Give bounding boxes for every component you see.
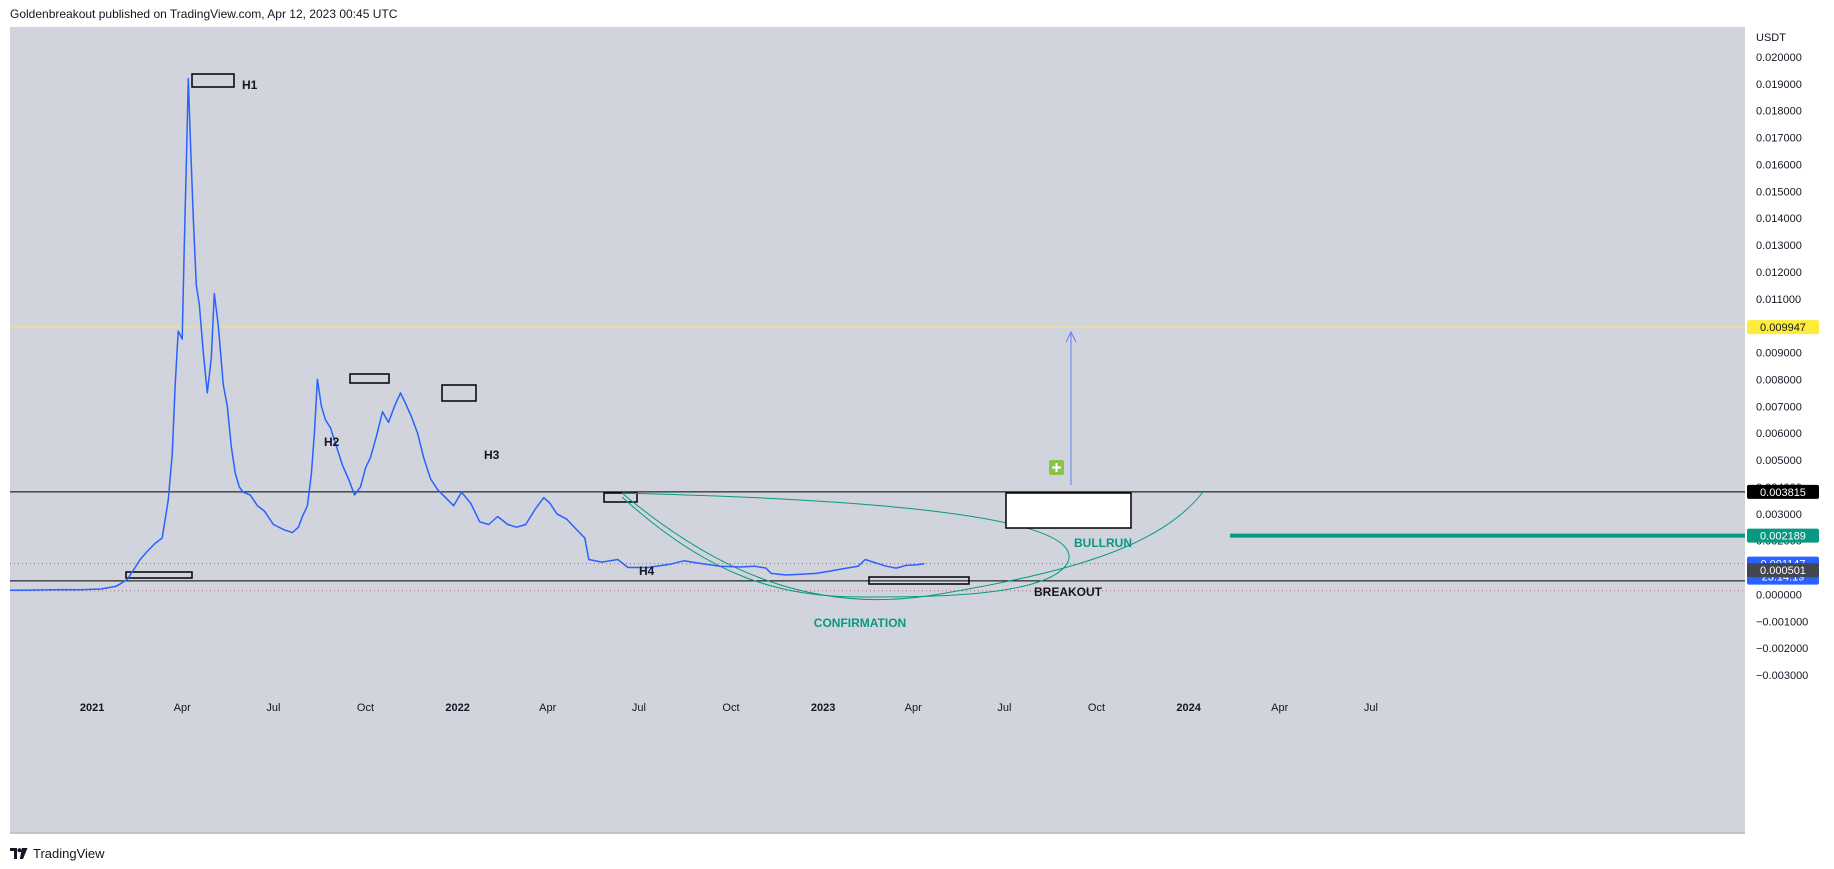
price-tick-label: 0.007000 (1756, 401, 1802, 413)
price-tick-label: 0.000000 (1756, 589, 1802, 601)
price-tick-label: 0.011000 (1756, 294, 1801, 306)
badge-resistance-bg (1747, 484, 1819, 499)
time-tick-label: Jul (632, 702, 646, 714)
tradingview-brand: TradingView (33, 845, 105, 861)
price-tick-label: −0.001000 (1756, 616, 1808, 628)
time-tick-label: 2021 (80, 702, 104, 714)
bullrun-arrow-head (1065, 330, 1077, 343)
base-box (125, 571, 193, 579)
price-chart[interactable]: H1 H2 H3 H4 CONFIRMATION BREAKOUT BULLRUN USDT… (10, 27, 1834, 834)
badge-yellow-level-bg (1747, 320, 1819, 335)
plot-background[interactable] (10, 27, 1745, 834)
currency-label: USDT (1756, 32, 1786, 44)
cup-curve (621, 491, 1204, 601)
confirmation-ellipse (621, 492, 1070, 598)
price-tick-label: 0.019000 (1756, 79, 1802, 91)
price-axis-badges: 0.0099470.0038150.0021890.00114723:14:19… (1747, 320, 1819, 585)
h4-box (603, 492, 638, 503)
time-tick-label: 2023 (811, 702, 835, 714)
time-tick-label: Apr (174, 702, 191, 714)
time-tick-label: Apr (905, 702, 922, 714)
tradingview-footer[interactable]: TradingView (10, 845, 105, 861)
time-tick-label: 2024 (1176, 702, 1201, 714)
price-tick-label: 0.009000 (1756, 348, 1802, 360)
h1-box (191, 73, 235, 88)
time-tick-label: Jul (997, 702, 1011, 714)
horizontal-levels (10, 326, 1745, 592)
bottom-box (868, 576, 970, 585)
badge-yellow-level: 0.009947 (1760, 322, 1806, 334)
price-axis-background[interactable] (1745, 27, 1834, 834)
label-breakout: BREAKOUT (1034, 585, 1103, 599)
price-tick-label: 0.006000 (1756, 428, 1802, 440)
price-tick-label: −0.003000 (1756, 670, 1808, 682)
time-tick-label: Jul (1364, 702, 1378, 714)
time-tick-label: Oct (722, 702, 739, 714)
price-tick-label: 0.016000 (1756, 159, 1802, 171)
time-tick-label: 2022 (445, 702, 469, 714)
price-tick-label: 0.003000 (1756, 509, 1802, 521)
label-h1: H1 (242, 78, 258, 92)
label-bullrun: BULLRUN (1074, 536, 1132, 550)
badge-support: 0.000501 (1760, 565, 1806, 577)
h2-box (349, 373, 390, 384)
label-h2: H2 (324, 435, 340, 449)
price-tick-label: 0.018000 (1756, 106, 1802, 118)
price-tick-label: 0.005000 (1756, 455, 1802, 467)
annotation-drawings (125, 73, 1204, 601)
price-tick-label: 0.015000 (1756, 186, 1802, 198)
breakout-box (1005, 492, 1132, 529)
price-tick-label: 0.008000 (1756, 374, 1802, 386)
badge-resistance: 0.003815 (1760, 487, 1806, 499)
price-tick-label: 0.014000 (1756, 213, 1802, 225)
tradingview-logo-icon (10, 847, 28, 859)
label-h3: H3 (484, 448, 500, 462)
price-line-series[interactable] (10, 77, 925, 592)
time-tick-label: Apr (1271, 702, 1288, 714)
time-tick-label: Apr (539, 702, 556, 714)
label-h4: H4 (639, 564, 655, 578)
price-tick-label: 0.020000 (1756, 52, 1802, 64)
price-tick-label: 0.012000 (1756, 267, 1802, 279)
price-tick-label: −0.002000 (1756, 643, 1808, 655)
time-tick-label: Oct (1088, 702, 1105, 714)
annotation-labels: H1 H2 H3 H4 CONFIRMATION BREAKOUT BULLRUN (242, 78, 1132, 630)
time-tick-label: Oct (357, 702, 374, 714)
badge-target: 0.002189 (1760, 531, 1806, 543)
time-axis-ticks[interactable]: Oct2021AprJulOct2022AprJulOct2023AprJulO… (10, 702, 1378, 714)
price-tick-label: 0.013000 (1756, 240, 1802, 252)
badge-support-bg (1747, 563, 1819, 578)
price-tick-label: 0.017000 (1756, 133, 1802, 145)
bullrun-icon-plus (1052, 463, 1061, 472)
publisher-header: Goldenbreakout published on TradingView.… (10, 7, 398, 21)
time-tick-label: Jul (266, 702, 280, 714)
badge-target-bg (1747, 528, 1819, 543)
label-confirmation: CONFIRMATION (814, 616, 906, 630)
h3-box (441, 384, 477, 402)
